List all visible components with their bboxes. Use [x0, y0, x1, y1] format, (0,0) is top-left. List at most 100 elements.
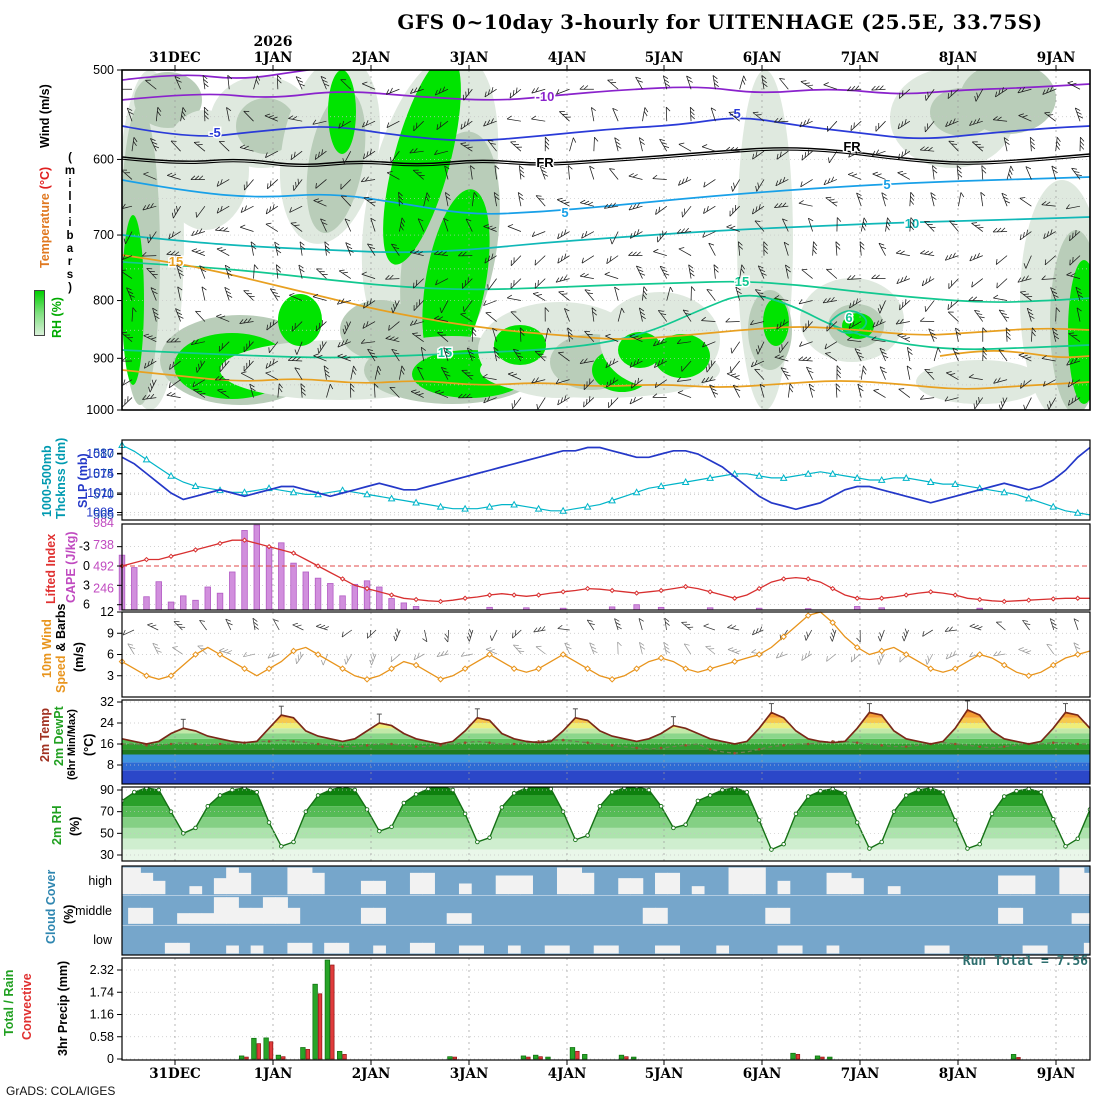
svg-text:5: 5 — [561, 205, 568, 220]
x-axis-label: 4JAN — [547, 50, 587, 66]
svg-text:700: 700 — [93, 228, 114, 242]
panel-wind10: 12 9 6 3 — [100, 605, 1091, 698]
svg-text:738: 738 — [93, 538, 114, 552]
svg-text:-3: -3 — [79, 540, 90, 554]
svg-text:90: 90 — [100, 783, 114, 797]
svg-text:1011: 1011 — [87, 486, 114, 500]
svg-text:15: 15 — [735, 274, 749, 289]
svg-text:6: 6 — [845, 310, 852, 325]
panel-rh2m: 90 70 50 30 — [100, 783, 1091, 862]
x-axis-label: 2JAN — [351, 50, 391, 66]
slp-axis-label: SLP (mb) — [76, 453, 90, 508]
svg-text:6: 6 — [83, 598, 90, 612]
svg-text:1.74: 1.74 — [90, 985, 114, 999]
pressure-axis-label: (millibars) — [64, 152, 76, 295]
cape-axis-label: CAPE (J/kg) — [64, 531, 78, 603]
x-axis-label: 3JAN — [449, 50, 489, 66]
svg-text:570: 570 — [93, 487, 114, 501]
svg-text:12: 12 — [100, 605, 114, 619]
svg-text:1000: 1000 — [86, 403, 114, 417]
svg-text:2.32: 2.32 — [90, 963, 114, 977]
year-label: 2026 — [253, 34, 293, 50]
x-axis-label: 2JAN — [351, 1066, 391, 1082]
svg-text:492: 492 — [93, 560, 114, 574]
temperature-axis-unit: (°C) — [38, 166, 52, 190]
minmax-axis-label: (6hr Min/Max) — [66, 709, 78, 780]
svg-text:575: 575 — [93, 467, 114, 481]
panel-slp-thickness: 580 575 570 565 1017 1014 1011 1008 — [86, 439, 1091, 522]
temp2m-axis-unit: (°C) — [82, 733, 96, 756]
svg-text:8: 8 — [107, 758, 114, 772]
svg-text:0: 0 — [83, 559, 90, 573]
svg-text:1.16: 1.16 — [90, 1008, 114, 1022]
svg-text:24: 24 — [100, 716, 114, 730]
thickness-axis-label-line2: Thcknss (dm) — [54, 437, 68, 519]
grads-credit: GrADS: COLA/IGES — [6, 1084, 116, 1098]
svg-text:5: 5 — [883, 177, 890, 192]
svg-text:-5: -5 — [209, 125, 221, 140]
temperature-axis-label: Temperature (°C) — [38, 167, 52, 268]
x-axis-label: 5JAN — [644, 50, 684, 66]
svg-text:FR: FR — [843, 139, 861, 154]
svg-text:800: 800 — [93, 294, 114, 308]
svg-text:0: 0 — [107, 1052, 114, 1066]
wind10-barbs-text: & Barbs — [54, 603, 68, 652]
dewpt-axis-label: 2m DewPt — [52, 706, 66, 766]
svg-text:1008: 1008 — [86, 506, 114, 520]
svg-text:1017: 1017 — [86, 447, 114, 461]
temp2m-axis-label: 2m Temp — [38, 708, 52, 762]
x-axis-label: 1JAN — [253, 50, 293, 66]
wind10-axis-unit: (m/s) — [72, 642, 86, 672]
svg-text:580: 580 — [93, 446, 114, 460]
x-axis-label: 31DEC — [149, 50, 201, 66]
svg-text:9: 9 — [107, 626, 114, 640]
rh-axis-label: RH (%) — [50, 297, 64, 338]
x-axis-label: 1JAN — [253, 1066, 293, 1082]
cloud-row-low-label: low — [93, 933, 112, 947]
svg-text:50: 50 — [100, 826, 114, 840]
cloud-row-high-label: high — [88, 874, 112, 888]
chart-title: GFS 0~10day 3-hourly for UITENHAGE (25.5… — [397, 10, 1043, 34]
rh-colorbar — [34, 290, 45, 336]
panel-temp2m: 32 24 16 8 — [100, 695, 1091, 785]
panel-upper-air: -10-5-5FRFR55101515615500600700800900100… — [86, 63, 1091, 417]
svg-text:3: 3 — [83, 578, 90, 592]
x-axis-label: 6JAN — [742, 50, 782, 66]
x-axis-label: 5JAN — [644, 1066, 684, 1082]
svg-text:984: 984 — [93, 516, 114, 530]
svg-text:32: 32 — [100, 695, 114, 709]
svg-text:0.58: 0.58 — [90, 1030, 114, 1044]
svg-text:30: 30 — [100, 848, 114, 862]
x-axis-label: 8JAN — [938, 1066, 978, 1082]
x-axis-top: 31DEC 1JAN 2JAN 3JAN 4JAN 5JAN 6JAN 7JAN 8JAN 9JA… — [0, 50, 1100, 66]
svg-text:15: 15 — [169, 254, 183, 269]
svg-text:900: 900 — [93, 351, 114, 365]
precip-axis-label: 3hr Precip (mm) — [56, 960, 70, 1056]
x-axis-label: 9JAN — [1036, 1066, 1076, 1082]
run-total-label: Run Total = 7.56 — [962, 954, 1088, 969]
svg-text:-5: -5 — [729, 106, 741, 121]
rh2m-axis-unit: (%) — [68, 816, 82, 836]
x-axis-label: 6JAN — [742, 1066, 782, 1082]
svg-text:1014: 1014 — [86, 467, 114, 481]
cloud-axis-label: Cloud Cover — [44, 869, 58, 944]
svg-text:-10: -10 — [536, 89, 555, 104]
panel-li-cape: -3 0 3 6 984 738 492 246 — [79, 516, 1091, 612]
precip-convective-label: Convective — [20, 973, 34, 1040]
x-axis-label: 9JAN — [1036, 50, 1076, 66]
x-axis-label: 7JAN — [840, 1066, 880, 1082]
svg-text:565: 565 — [93, 508, 114, 522]
svg-text:70: 70 — [100, 805, 114, 819]
panel-precip: 2.32 1.74 1.16 0.58 0 — [90, 957, 1091, 1066]
svg-text:6: 6 — [107, 648, 114, 662]
x-axis-label: 8JAN — [938, 50, 978, 66]
wind10-speed-text: Speed — [54, 655, 68, 693]
x-axis-label: 4JAN — [547, 1066, 587, 1082]
precip-total-label: Total / Rain — [2, 969, 16, 1036]
cloud-row-middle-label: middle — [75, 904, 112, 918]
svg-text:500: 500 — [93, 63, 114, 77]
svg-text:16: 16 — [100, 737, 114, 751]
wind-axis-label: Wind (m/s) — [38, 84, 52, 148]
